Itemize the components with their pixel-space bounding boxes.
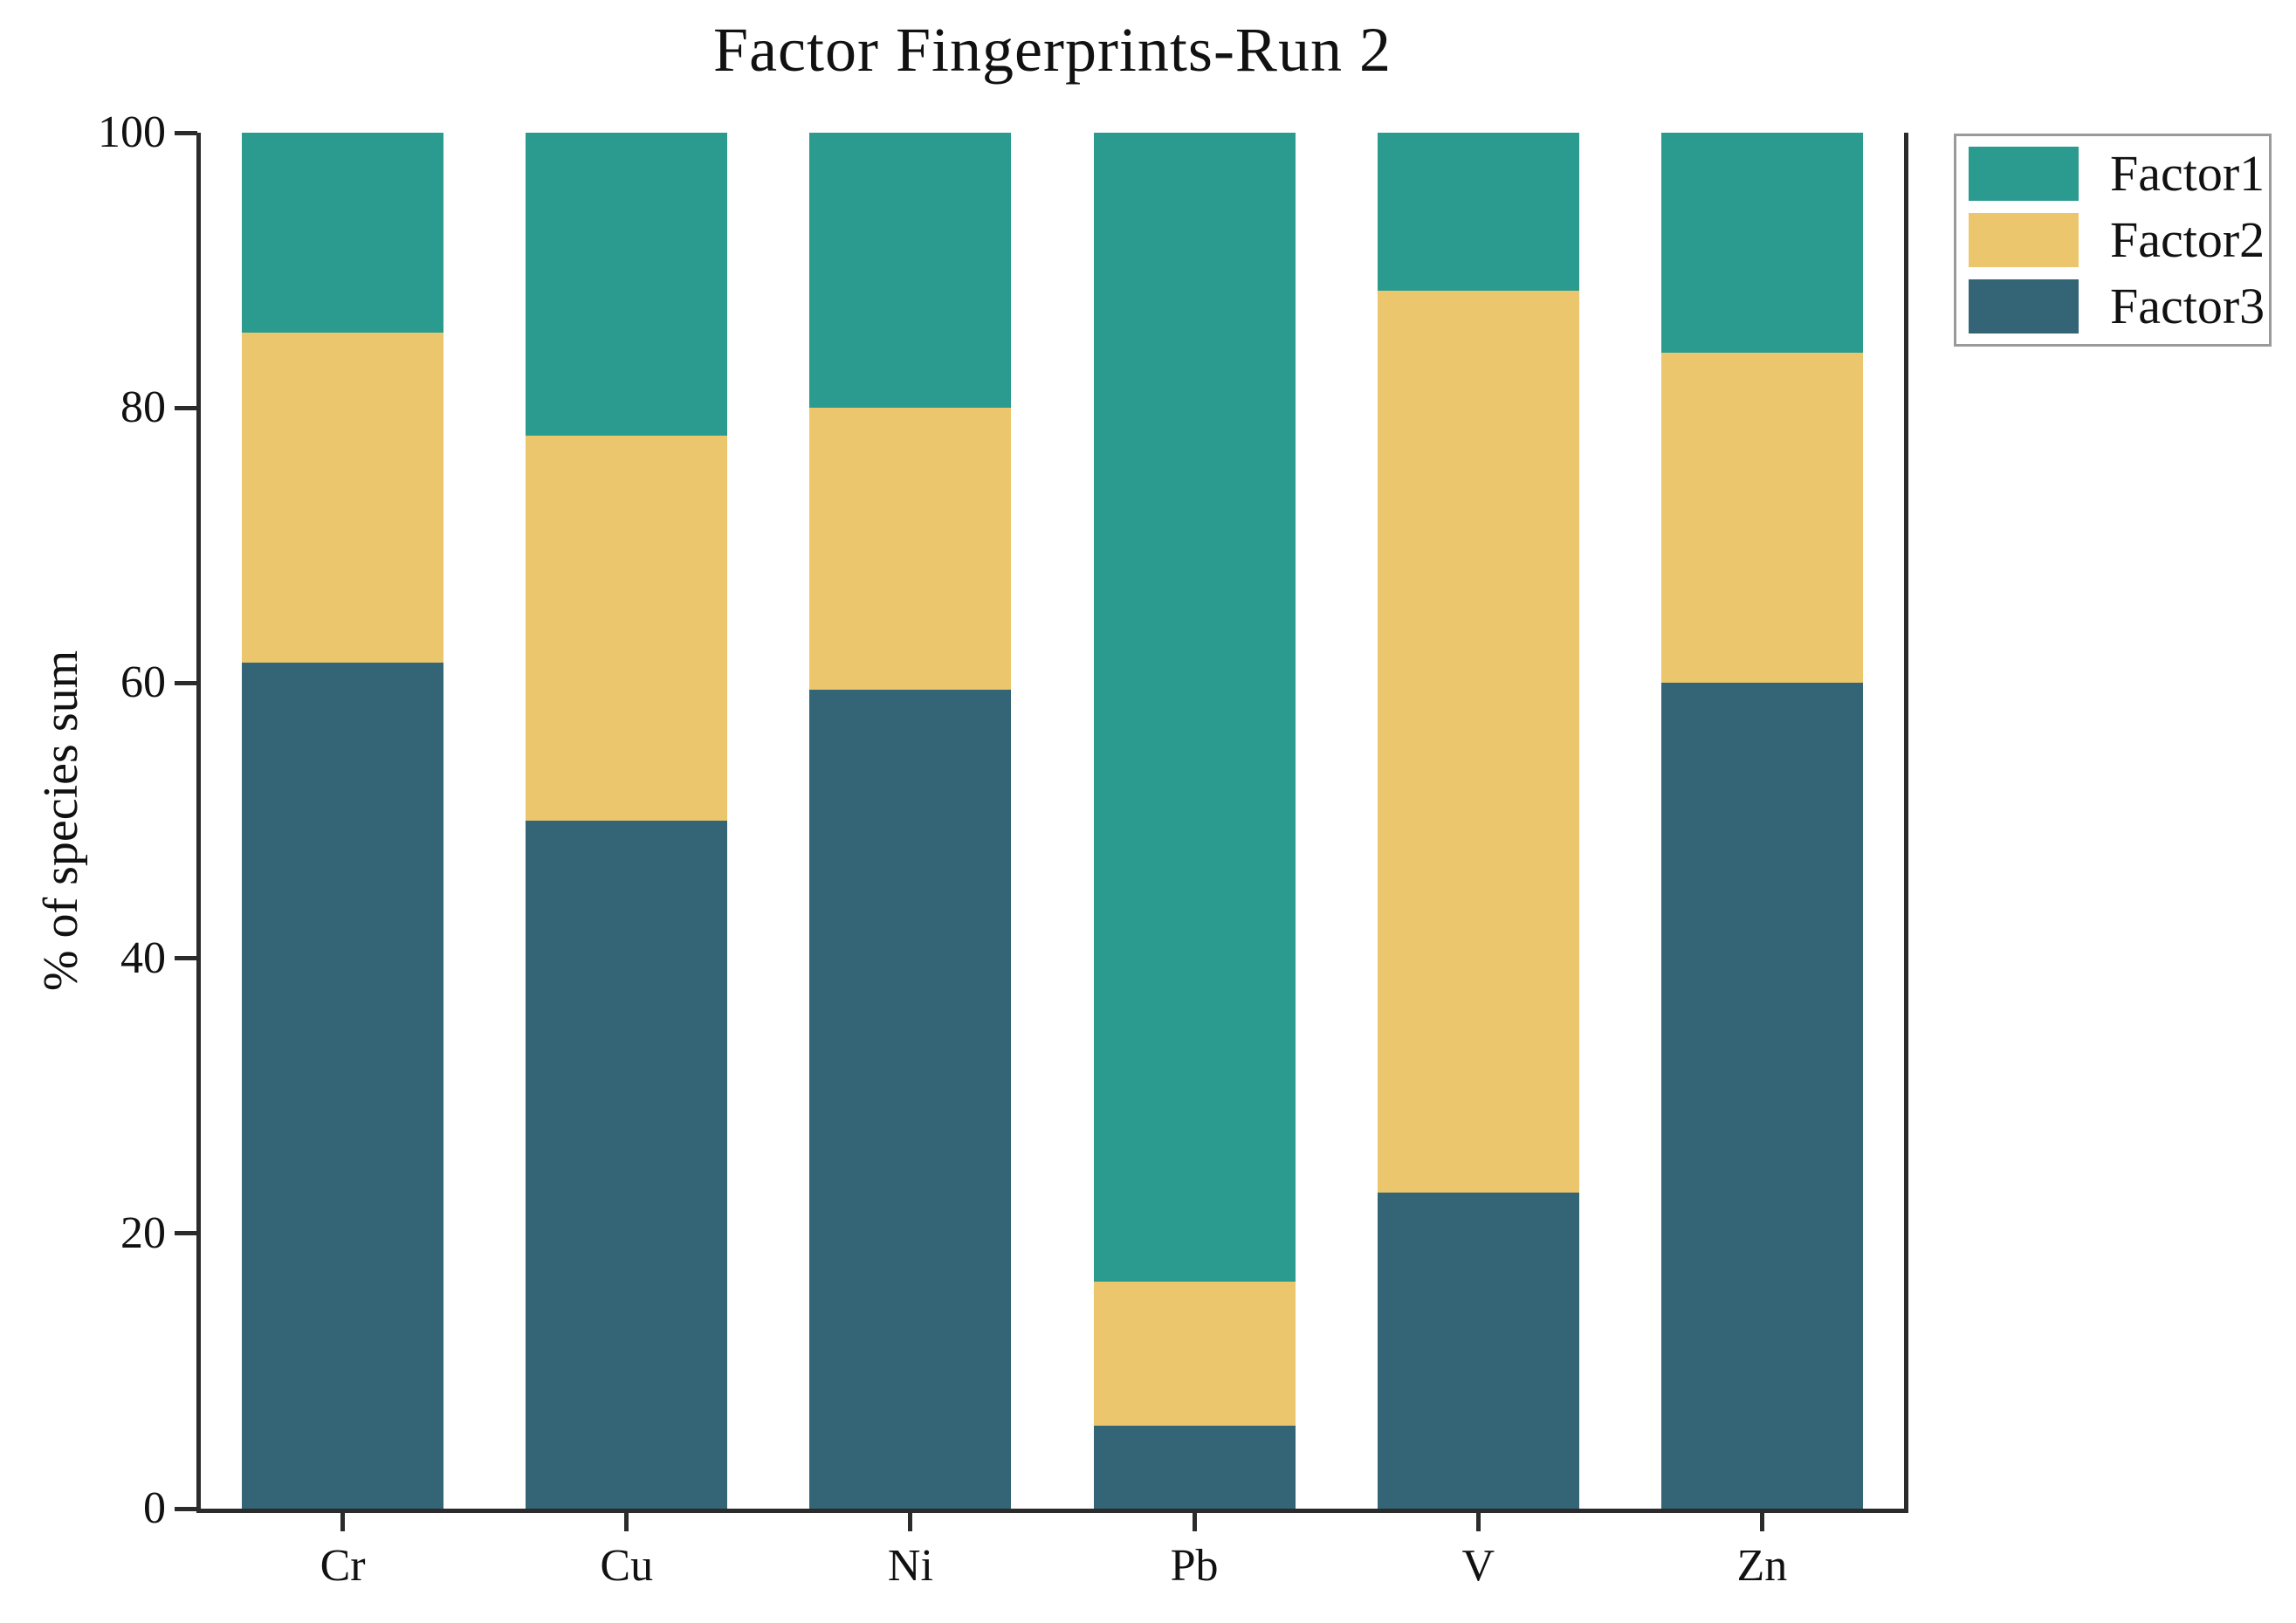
bar-segment-Pb-Factor1	[1093, 133, 1296, 1282]
bar-segment-Pb-Factor2	[1093, 1281, 1296, 1427]
y-tick-mark-40	[175, 956, 197, 961]
bar-segment-V-Factor2	[1377, 291, 1579, 1193]
bar-segment-Zn-Factor2	[1660, 353, 1863, 684]
legend-item-factor2: Factor2	[1956, 213, 2269, 269]
y-tick-label-0: 0	[143, 1483, 166, 1533]
bar-segment-Ni-Factor2	[809, 408, 1012, 691]
x-tick-label-Ni: Ni	[887, 1541, 933, 1591]
legend-label-factor3: Factor3	[2110, 278, 2265, 334]
bar-Cu	[526, 133, 728, 1509]
bar-Pb	[1093, 133, 1296, 1509]
x-tick-mark-Pb	[1192, 1509, 1197, 1531]
bar-slot-Cr	[201, 133, 485, 1509]
bar-segment-Cu-Factor1	[526, 133, 728, 436]
bar-segment-Ni-Factor3	[809, 690, 1012, 1509]
bar-segment-Cr-Factor2	[242, 332, 443, 663]
y-tick-label-40: 40	[120, 932, 166, 983]
legend-swatch-factor1	[1969, 147, 2079, 201]
x-tick-label-Cr: Cr	[320, 1541, 366, 1591]
x-tick-label-Zn: Zn	[1736, 1541, 1788, 1591]
legend-swatch-factor2	[1969, 213, 2079, 267]
x-tick-mark-Ni	[908, 1509, 913, 1531]
bar-Ni	[809, 133, 1012, 1509]
x-tick-mark-V	[1475, 1509, 1481, 1531]
y-tick-label-60: 60	[120, 657, 166, 708]
bar-segment-Cu-Factor2	[526, 435, 728, 821]
y-tick-mark-60	[175, 680, 197, 685]
x-tick-label-Pb: Pb	[1170, 1541, 1219, 1591]
bar-segment-Zn-Factor3	[1660, 683, 1863, 1509]
chart-title: Factor Fingerprints-Run 2	[713, 15, 1392, 85]
legend-item-factor3: Factor3	[1956, 279, 2269, 335]
legend: Factor1 Factor2 Factor3	[1954, 134, 2272, 347]
bar-slot-V	[1337, 133, 1620, 1509]
bar-slot-Cu	[485, 133, 768, 1509]
x-tick-label-Cu: Cu	[600, 1541, 654, 1591]
x-tick-mark-Cu	[624, 1509, 629, 1531]
y-tick-label-100: 100	[98, 107, 166, 157]
legend-label-factor1: Factor1	[2110, 145, 2265, 202]
x-tick-mark-Cr	[340, 1509, 346, 1531]
bar-segment-Cr-Factor1	[242, 133, 443, 333]
bar-Cr	[242, 133, 443, 1509]
bar-segment-V-Factor3	[1377, 1192, 1579, 1509]
y-tick-mark-0	[175, 1506, 197, 1511]
y-tick-label-80: 80	[120, 382, 166, 433]
bar-slot-Ni	[768, 133, 1052, 1509]
y-tick-label-20: 20	[120, 1207, 166, 1258]
x-tick-label-V: V	[1461, 1541, 1495, 1591]
bar-segment-Zn-Factor1	[1660, 133, 1863, 354]
bar-Zn	[1660, 133, 1863, 1509]
y-tick-mark-100	[175, 130, 197, 135]
plot-area: % of species sum Cr Cu Ni Pb V Zn 0 20 40 60 80 10…	[34, 110, 1908, 1589]
bars-layer: Cr Cu Ni Pb V Zn	[201, 133, 1904, 1589]
y-tick-mark-80	[175, 405, 197, 410]
bar-segment-Cr-Factor3	[242, 662, 443, 1509]
y-tick-mark-20	[175, 1231, 197, 1236]
bar-slot-Zn	[1620, 133, 1904, 1509]
legend-item-factor1: Factor1	[1956, 147, 2269, 203]
bar-V	[1377, 133, 1579, 1509]
bar-segment-Pb-Factor3	[1093, 1426, 1296, 1509]
bar-segment-Ni-Factor1	[809, 133, 1012, 409]
bar-segment-V-Factor1	[1377, 133, 1579, 292]
bar-slot-Pb	[1053, 133, 1337, 1509]
bar-segment-Cu-Factor3	[526, 821, 728, 1509]
x-tick-mark-Zn	[1759, 1509, 1764, 1531]
legend-label-factor2: Factor2	[2110, 211, 2265, 268]
legend-swatch-factor3	[1969, 279, 2079, 334]
